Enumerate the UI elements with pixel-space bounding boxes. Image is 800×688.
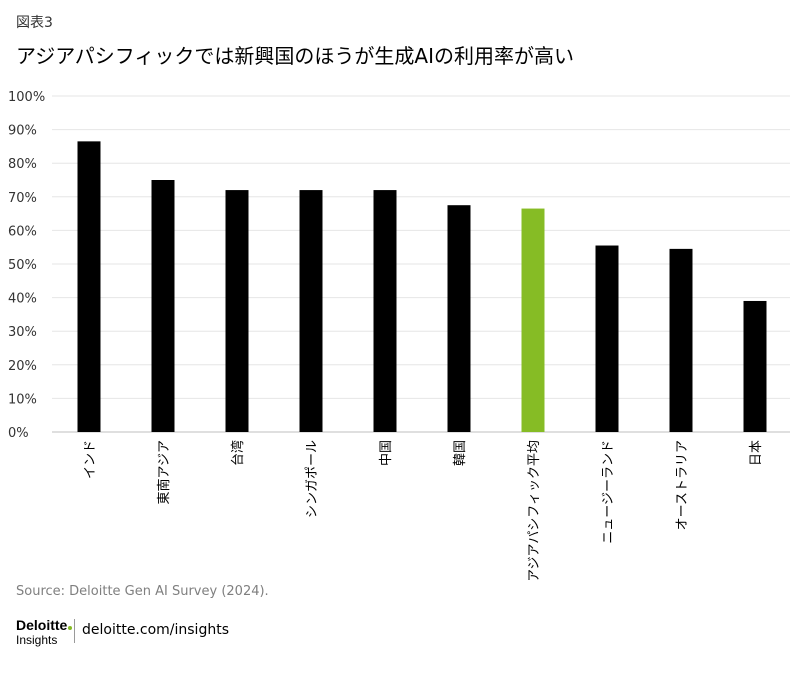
y-tick-label: 10% (8, 392, 37, 407)
y-tick-label: 20% (8, 359, 37, 374)
bar (447, 205, 471, 432)
y-tick-label: 90% (8, 124, 37, 139)
chart-title: アジアパシフィックでは新興国のほうが生成AIの利用率が高い (16, 44, 574, 68)
y-tick-label: 0% (8, 426, 29, 441)
y-tick-label: 70% (8, 191, 37, 206)
bar (743, 300, 767, 432)
bar (299, 190, 323, 432)
category-label: ニュージーランド (601, 440, 616, 544)
y-tick-label: 60% (8, 224, 37, 239)
logo-divider (74, 619, 75, 643)
figure-label: 図表3 (16, 15, 53, 31)
y-tick-label: 40% (8, 292, 37, 307)
y-tick-label: 30% (8, 325, 37, 340)
logo-green-dot (68, 626, 73, 630)
source-note: Source: Deloitte Gen AI Survey (2024). (16, 584, 269, 599)
category-label: 東南アジア (156, 440, 172, 504)
category-label: インド (83, 440, 98, 479)
bar-chart: 0% 10% 20% 30% 40% 50% 60% 70% 80% 90% 100% インド 東南アジ… (8, 90, 790, 580)
category-label: オーストラリア (675, 440, 690, 530)
bar (521, 208, 545, 432)
bar (373, 190, 397, 432)
deloitte-insights-logo: Deloitte Insights (16, 617, 73, 647)
site-url: deloitte.com/insights (82, 622, 229, 638)
category-label: 日本 (749, 440, 764, 466)
category-label: シンガポール (305, 440, 320, 518)
bar (225, 190, 249, 432)
category-label: アジアパシフィック平均 (527, 440, 542, 580)
y-tick-label: 100% (8, 90, 45, 105)
logo-wordmark: Deloitte (16, 617, 68, 633)
bar (669, 248, 693, 432)
bar (77, 141, 101, 433)
category-label: 台湾 (230, 440, 246, 466)
y-tick-label: 50% (8, 258, 37, 273)
category-label: 韓国 (453, 440, 468, 466)
logo-subtitle: Insights (16, 633, 58, 647)
y-tick-label: 80% (8, 157, 37, 172)
bar (151, 180, 175, 432)
bar (595, 245, 619, 432)
category-label: 中国 (379, 440, 394, 466)
